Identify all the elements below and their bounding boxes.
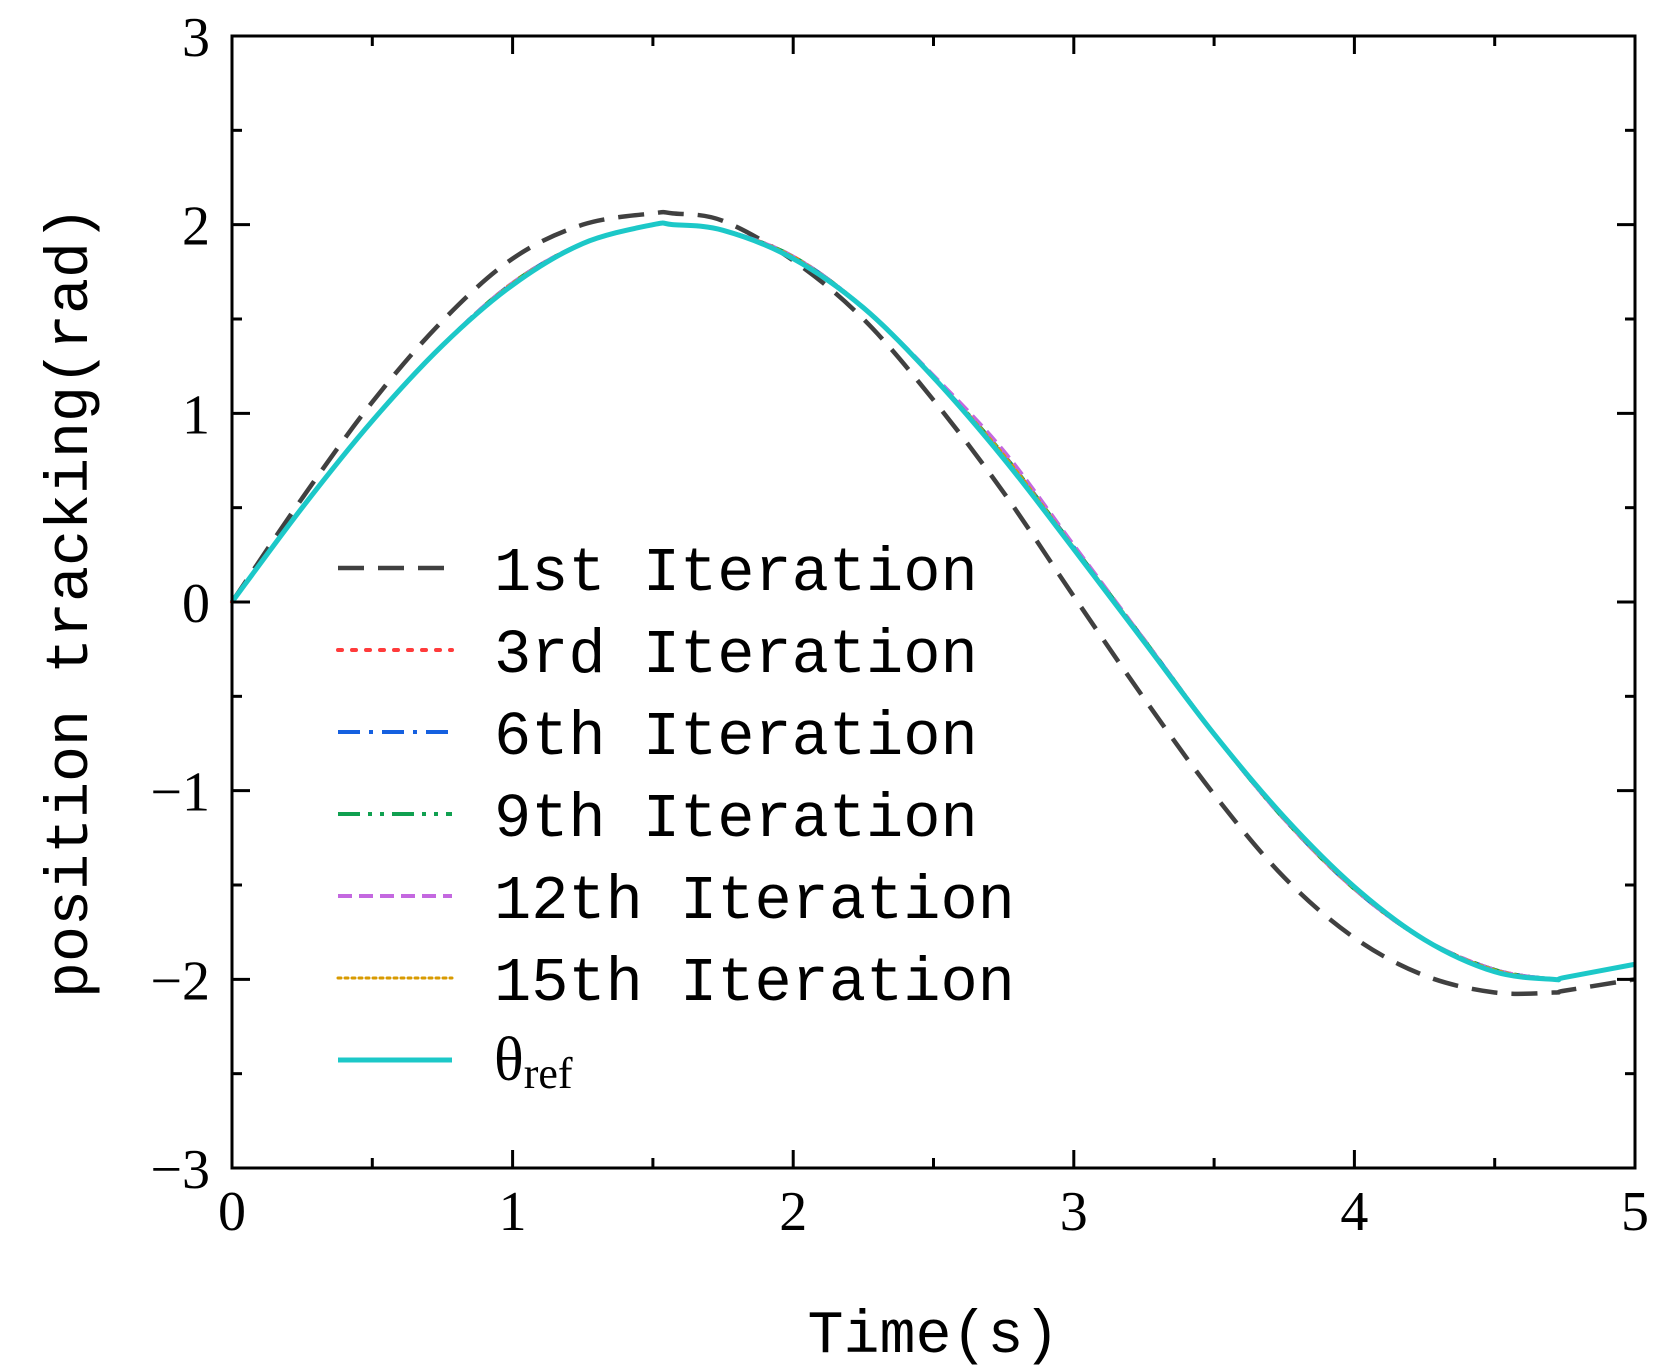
series-line-0 (230, 209, 1636, 997)
x-tick-label: 5 (1621, 1181, 1649, 1243)
y-axis-label: position tracking(rad) (38, 206, 106, 998)
y-tick-label: −3 (150, 1139, 210, 1201)
legend-label-4: 12th Iteration (494, 866, 1015, 937)
chart-marks (229, 209, 1637, 997)
legend-label-6: θref (494, 1026, 573, 1098)
x-tick-label: 1 (499, 1181, 527, 1243)
x-tick-label: 2 (779, 1181, 807, 1243)
legend-label-0: 1st Iteration (494, 538, 978, 609)
x-tick-label: 4 (1340, 1181, 1368, 1243)
x-tick-label: 3 (1060, 1181, 1088, 1243)
legend-subscript: ref (524, 1049, 573, 1098)
x-tick-label: 0 (218, 1181, 246, 1243)
x-axis-label: Time(s) (807, 1303, 1059, 1370)
y-tick-label: 1 (182, 384, 210, 446)
y-tick-label: −1 (150, 762, 210, 824)
legend-label-5: 15th Iteration (494, 948, 1015, 1019)
legend-label-3: 9th Iteration (494, 784, 978, 855)
y-tick-label: 3 (182, 7, 210, 69)
y-tick-label: 0 (182, 573, 210, 635)
legend-label-1: 3rd Iteration (494, 620, 978, 691)
legend-symbol: θ (494, 1026, 524, 1094)
y-tick-label: 2 (182, 196, 210, 258)
y-tick-label: −2 (150, 950, 210, 1012)
legend-label-2: 6th Iteration (494, 702, 978, 773)
series-line-6 (229, 220, 1636, 983)
legend: 1st Iteration 3rd Iteration 6th Iteration 9… (336, 538, 1015, 1098)
axis-tick-labels: 0 1 2 3 4 5 −3 −2 −1 0 1 2 3 (150, 7, 1649, 1243)
axis-ticks (230, 34, 1637, 1170)
